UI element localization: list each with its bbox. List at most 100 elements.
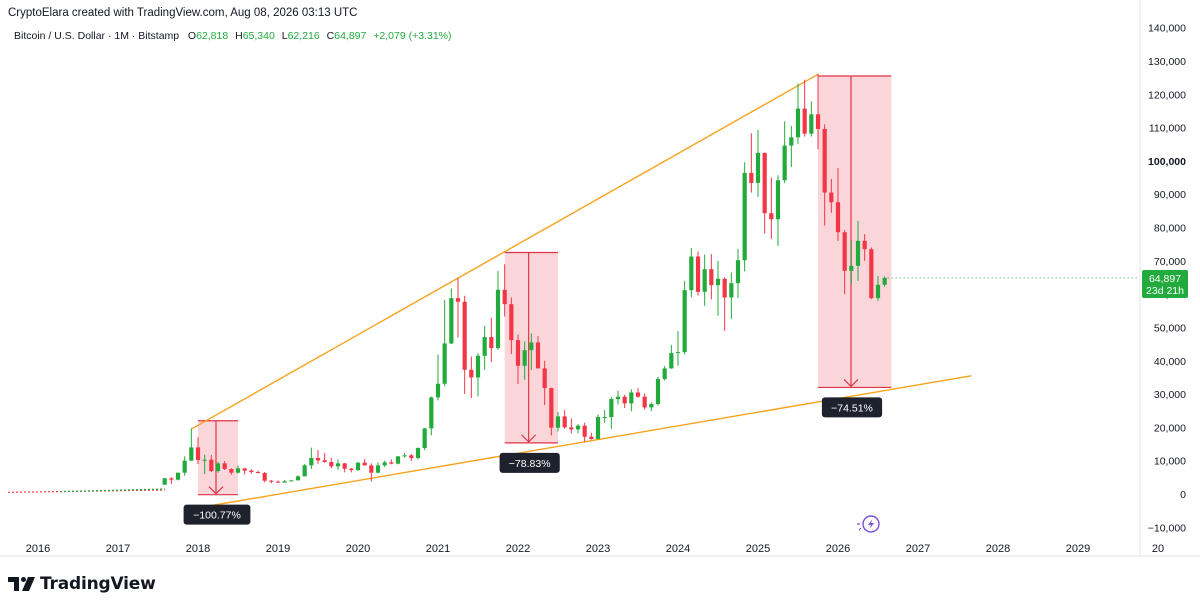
candle-body — [162, 478, 167, 485]
drawdown-label: −100.77% — [193, 510, 241, 522]
candle-body — [429, 397, 434, 429]
candle-body — [775, 180, 781, 220]
high-label: H — [235, 30, 243, 42]
candle-body — [762, 152, 767, 214]
drawdown-arrowhead — [521, 434, 537, 443]
candle-body — [282, 481, 287, 483]
drawdown-label-bg — [183, 504, 251, 525]
candle-body — [515, 340, 521, 366]
candle-body — [435, 383, 441, 398]
candle-body — [195, 447, 201, 461]
time-tick-label: 2026 — [826, 543, 850, 555]
candle-body — [555, 416, 561, 428]
candle-body — [662, 368, 667, 380]
candle-body — [609, 399, 614, 418]
candle-body — [235, 468, 241, 473]
candle-body — [615, 396, 621, 400]
candle-body — [542, 368, 547, 389]
early-price-line — [7, 489, 165, 493]
candle-body — [449, 298, 454, 344]
candle-body — [169, 478, 174, 480]
tradingview-logo-icon — [8, 577, 35, 591]
candle-body — [295, 476, 301, 481]
drawdown-label-bg — [499, 452, 560, 473]
candle-body — [389, 462, 394, 464]
drawdown-labels: −100.77% −78.83% −74.51% — [183, 397, 883, 525]
candle-body — [249, 470, 254, 473]
time-tick-label: 2016 — [26, 543, 50, 555]
price-tick-label: 100,000 — [1148, 156, 1186, 168]
trendline-upper — [190, 73, 819, 430]
candle-body — [562, 416, 567, 428]
candle-body — [269, 480, 274, 482]
time-tick-label: 2029 — [1066, 543, 1090, 555]
candle-body — [509, 304, 514, 341]
time-tick-label: 2020 — [346, 543, 370, 555]
price-tick-label: 0 — [1180, 489, 1186, 501]
price-tick-label: −10,000 — [1148, 522, 1186, 534]
candle-body — [415, 448, 421, 459]
time-tick-label: 2021 — [426, 543, 450, 555]
drawdown-label-bg — [821, 397, 883, 418]
tradingview-logo[interactable]: TradingView — [8, 574, 156, 594]
candle-body — [849, 265, 854, 271]
close-value: 64,897 — [334, 30, 367, 42]
candle-body — [462, 301, 467, 370]
candle-body — [769, 213, 774, 220]
symbol-label[interactable]: Bitcoin / U.S. Dollar · 1M · Bitstamp — [14, 30, 180, 42]
candle-body — [209, 459, 214, 472]
candle-body — [629, 392, 634, 404]
candle-body — [682, 290, 687, 353]
open-label: O — [187, 30, 197, 42]
candle-body — [575, 425, 581, 430]
candle-body — [862, 240, 867, 250]
change-value: +2,079 (+3.31%) — [373, 30, 452, 42]
lightning-icon[interactable] — [857, 515, 880, 533]
candle-body — [422, 428, 427, 449]
drawdown-arrowhead — [208, 486, 224, 495]
time-tick-label: 2025 — [746, 543, 770, 555]
candle-body — [602, 417, 607, 419]
candle-body — [229, 469, 234, 473]
time-tick-label: 2019 — [266, 543, 290, 555]
candle-body — [329, 462, 334, 467]
candle-body — [222, 463, 227, 470]
price-tick-label: 90,000 — [1154, 189, 1186, 201]
candle-body — [522, 350, 527, 366]
price-tag-bg — [1142, 270, 1188, 298]
candle-body — [469, 369, 474, 378]
candle-body — [335, 463, 341, 467]
candle-body — [582, 425, 587, 437]
candle-body — [822, 128, 827, 193]
tradingview-wordmark: TradingView — [40, 574, 156, 594]
candle-body — [349, 468, 354, 471]
candle-body — [275, 481, 281, 483]
candle-body — [795, 108, 801, 138]
candle-body — [649, 404, 654, 408]
price-axis[interactable]: 140,000 130,000 120,000 110,000 100,000 90,00… — [1148, 23, 1186, 535]
time-axis[interactable]: 2016 2017 2018 2019 2020 2021 2022 2023 2024 2025… — [26, 543, 1164, 555]
candle-body — [355, 462, 361, 471]
close-label: C — [326, 30, 335, 42]
candle-body — [589, 436, 594, 440]
creator-line: CryptoElara created with TradingView.com… — [8, 7, 358, 19]
drawdown-box — [198, 420, 238, 495]
candle-body — [375, 465, 381, 473]
candles — [162, 73, 1140, 486]
candle-body — [482, 337, 487, 356]
price-tick-label: 30,000 — [1154, 389, 1186, 401]
candle-body — [255, 472, 261, 474]
candle-body — [755, 152, 761, 183]
candle-body — [709, 269, 714, 286]
candle-body — [502, 289, 507, 305]
candle-body — [595, 417, 601, 440]
candle-body — [635, 392, 641, 397]
candle-body — [622, 396, 627, 404]
open-value: 62,818 — [196, 30, 229, 42]
drawdown-boxes — [198, 75, 892, 496]
candle-body — [729, 283, 734, 298]
trendline-lower — [191, 375, 972, 510]
candle-body — [882, 277, 887, 285]
time-tick-label: 2023 — [586, 543, 610, 555]
